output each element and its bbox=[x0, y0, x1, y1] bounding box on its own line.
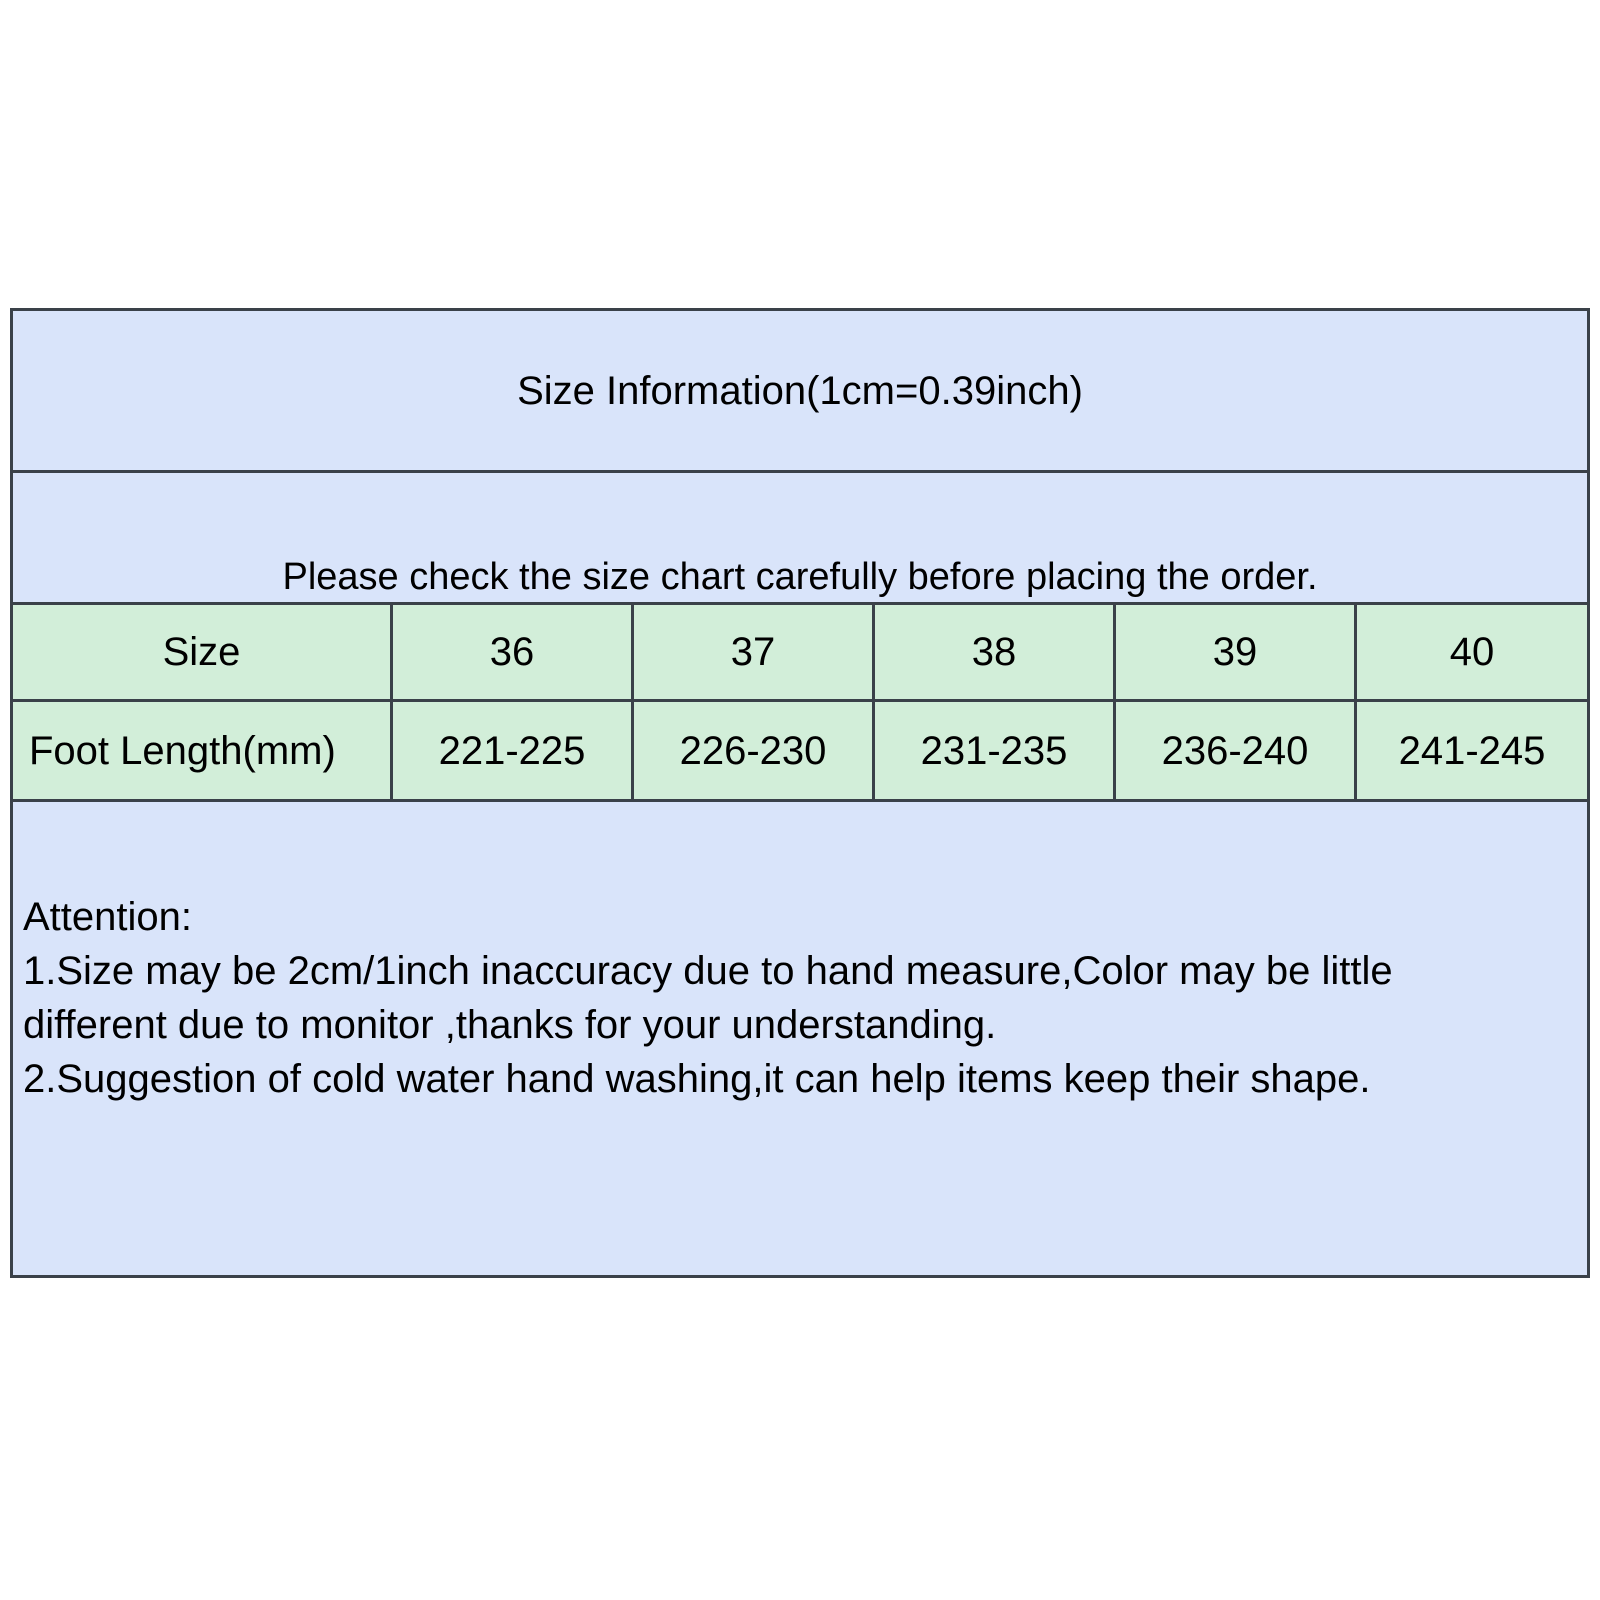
attention-note-1-part-2: different due to monitor ,thanks for you… bbox=[23, 1003, 997, 1047]
table-row-size: Size 36 37 38 39 40 bbox=[13, 605, 1587, 702]
attention-note-2: 2.Suggestion of cold water hand washing,… bbox=[23, 1057, 1371, 1101]
attention-row: Attention: 1.Size may be 2cm/1inch inacc… bbox=[13, 802, 1587, 1275]
foot-length-cell-38: 231-235 bbox=[875, 702, 1116, 799]
attention-heading: Attention: bbox=[23, 895, 193, 939]
foot-length-cell-39: 236-240 bbox=[1116, 702, 1357, 799]
size-cell-38: 38 bbox=[875, 605, 1116, 699]
foot-length-cell-36: 221-225 bbox=[393, 702, 634, 799]
title-row: Size Information(1cm=0.39inch) bbox=[13, 311, 1587, 473]
foot-length-cell-40: 241-245 bbox=[1398, 728, 1546, 773]
size-cell-40: 40 bbox=[1449, 630, 1495, 674]
size-information-table: Size Information(1cm=0.39inch) Please ch… bbox=[10, 308, 1590, 1278]
size-cell-37: 37 bbox=[634, 605, 875, 699]
row-header-size: Size bbox=[13, 605, 393, 699]
page-title: Size Information(1cm=0.39inch) bbox=[517, 368, 1083, 413]
notice-row: Please check the size chart carefully be… bbox=[13, 473, 1587, 605]
row-header-foot-length: Foot Length(mm) bbox=[13, 702, 393, 799]
size-cell-39: 39 bbox=[1116, 605, 1357, 699]
size-cell-36: 36 bbox=[393, 605, 634, 699]
size-chart-notice: Please check the size chart carefully be… bbox=[282, 556, 1318, 599]
foot-length-cell-37: 226-230 bbox=[634, 702, 875, 799]
table-row-foot-length: Foot Length(mm) 221-225 226-230 231-235 … bbox=[13, 702, 1587, 802]
attention-note-1-part-1: 1.Size may be 2cm/1inch inaccuracy due t… bbox=[23, 949, 1393, 993]
